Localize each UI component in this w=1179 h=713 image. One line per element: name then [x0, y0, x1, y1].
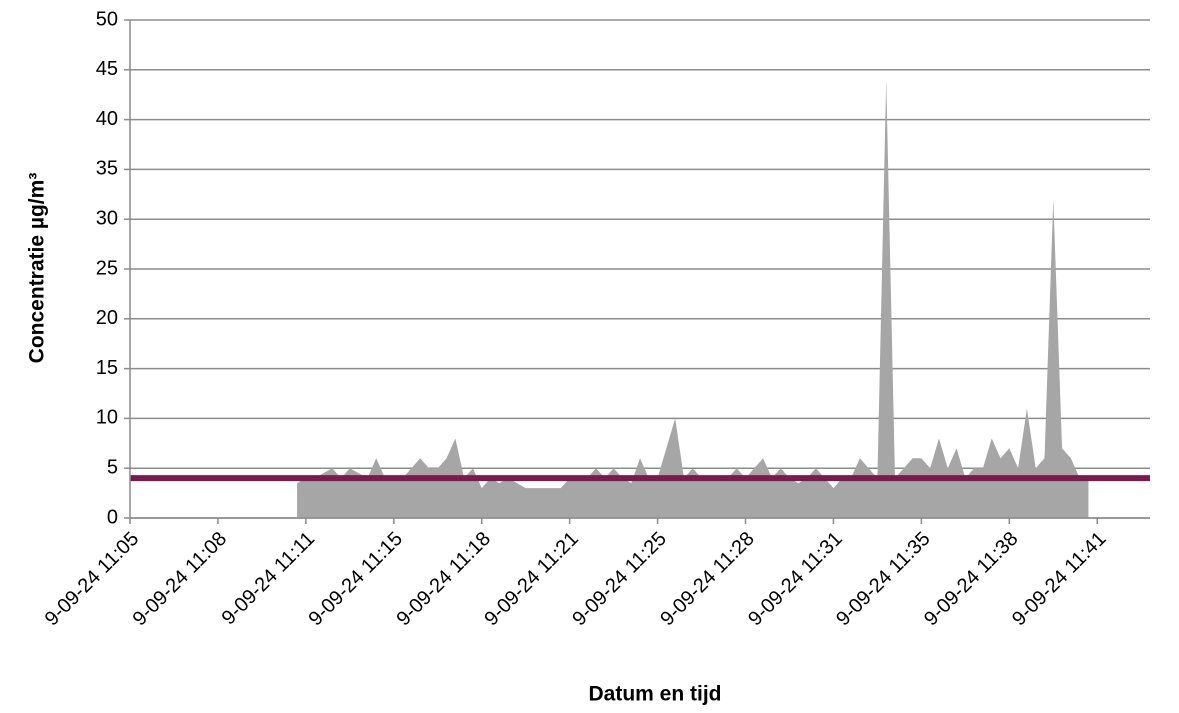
- y-tick-label: 30: [96, 207, 118, 229]
- y-tick-label: 10: [96, 407, 118, 429]
- y-tick-label: 50: [96, 8, 118, 30]
- y-tick-label: 35: [96, 158, 118, 180]
- y-tick-label: 20: [96, 307, 118, 329]
- y-tick-label: 0: [107, 506, 118, 528]
- y-tick-label: 40: [96, 108, 118, 130]
- y-tick-label: 45: [96, 58, 118, 80]
- y-tick-label: 15: [96, 357, 118, 379]
- area: [297, 79, 1089, 518]
- x-tick-label: 9-09-24 11:08: [129, 528, 232, 631]
- y-tick-label: 25: [96, 257, 118, 279]
- y-tick-label: 5: [107, 456, 118, 478]
- y-axis-title: Concentratie µg/m³: [26, 173, 49, 364]
- x-axis-title: Datum en tijd: [588, 683, 721, 706]
- x-tick-label: 9-09-24 11:41: [1008, 528, 1111, 631]
